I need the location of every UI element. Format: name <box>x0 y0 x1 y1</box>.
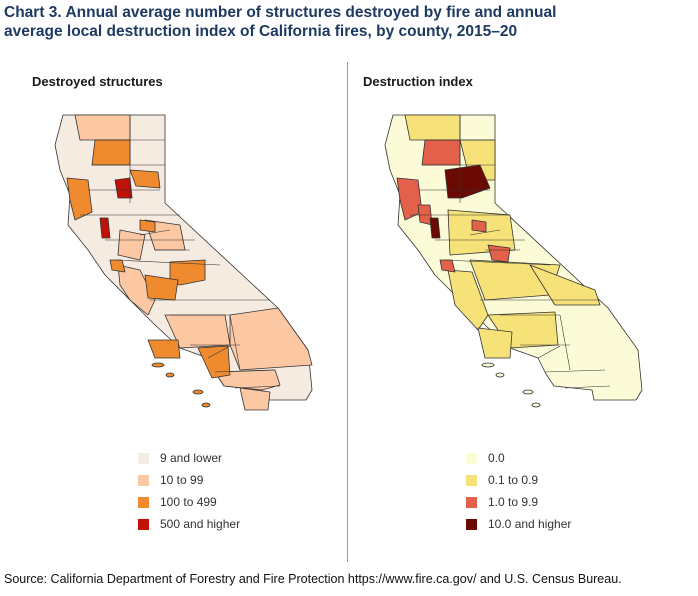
right-legend-item: 10.0 and higher <box>466 513 571 535</box>
channel-island-2 <box>165 372 175 378</box>
county-borders <box>410 115 611 389</box>
county-shasta-orange <box>91 139 131 166</box>
chart-title: Chart 3. Annual average number of struct… <box>4 3 694 41</box>
left-legend-swatch <box>138 518 149 530</box>
county-sandiego-light <box>239 387 271 411</box>
left-legend-item: 9 and lower <box>138 447 240 469</box>
channel-island-2 <box>495 372 505 378</box>
right-legend-label: 1.0 to 9.9 <box>488 495 539 509</box>
right-legend-label: 10.0 and higher <box>488 517 572 531</box>
county-mariposa-index <box>487 244 511 263</box>
county-borders <box>80 115 281 389</box>
county-sanbernardino-light <box>229 307 313 371</box>
county-inyo-yellow <box>529 264 601 306</box>
county-losangeles-orange <box>197 345 231 379</box>
right-legend-item: 0.0 <box>466 447 571 469</box>
county-north-light <box>74 114 131 141</box>
destruction-index-legend: 0.0 0.1 to 0.9 1.0 to 9.9 10.0 and higher <box>466 447 571 535</box>
right-legend-label: 0.0 <box>488 451 505 465</box>
left-legend-item: 500 and higher <box>138 513 240 535</box>
right-legend-swatch <box>466 496 477 508</box>
left-legend-label: 9 and lower <box>160 451 223 465</box>
county-ventura-orange <box>147 339 181 359</box>
channel-island-4 <box>531 402 541 408</box>
destroyed-structures-legend: 9 and lower 10 to 99 100 to 499 500 and hig… <box>138 447 240 535</box>
county-shasta-index <box>421 139 461 166</box>
right-legend-item: 0.1 to 0.9 <box>466 469 571 491</box>
left-legend-label: 500 and higher <box>160 517 241 531</box>
right-legend-swatch <box>466 518 477 530</box>
right-legend-swatch <box>466 452 477 464</box>
county-mendocino-index <box>396 177 423 221</box>
left-legend-swatch <box>138 452 149 464</box>
county-amador-orange <box>139 219 156 233</box>
chart-title-line1: Chart 3. Annual average number of struct… <box>4 4 557 21</box>
county-santacruz-index <box>439 259 456 273</box>
left-legend-item: 10 to 99 <box>138 469 240 491</box>
channel-island-1 <box>151 362 165 368</box>
chart-title-line2: average local destruction index of Calif… <box>4 23 518 40</box>
county-north-yellow <box>404 114 461 141</box>
left-legend-item: 100 to 499 <box>138 491 240 513</box>
county-santacruz-orange <box>109 259 126 273</box>
county-coast-light <box>117 264 156 316</box>
county-butte-red <box>114 177 133 199</box>
county-plumas-orange <box>129 169 161 189</box>
county-coast-yellow <box>447 269 489 331</box>
right-legend-item: 1.0 to 9.9 <box>466 491 571 513</box>
channel-island-3 <box>522 389 534 395</box>
channel-island-1 <box>481 362 495 368</box>
panel-divider <box>347 62 348 562</box>
county-sb-yellow <box>477 327 513 359</box>
destruction-index-label: Destruction index <box>363 74 473 89</box>
left-legend-swatch <box>138 496 149 508</box>
destruction-index-map <box>384 114 643 408</box>
county-sonoma-red <box>99 217 111 239</box>
left-legend-label: 100 to 499 <box>160 495 217 509</box>
left-legend-swatch <box>138 474 149 486</box>
destroyed-structures-label: Destroyed structures <box>32 74 163 89</box>
county-sonoma-index <box>429 217 441 239</box>
county-amador-index <box>471 219 487 233</box>
right-legend-label: 0.1 to 0.9 <box>488 473 539 487</box>
left-legend-label: 10 to 99 <box>160 473 204 487</box>
channel-island-3 <box>192 389 204 395</box>
source-note: Source: California Department of Forestr… <box>4 572 622 586</box>
county-central-light-2 <box>117 229 146 261</box>
destroyed-structures-map <box>54 114 313 411</box>
channel-island-4 <box>201 402 211 408</box>
right-legend-swatch <box>466 474 477 486</box>
county-mendocino-orange <box>66 177 93 221</box>
